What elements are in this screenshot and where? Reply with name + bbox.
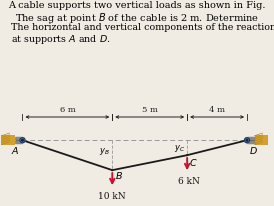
Bar — [255, 135, 268, 146]
Text: $D$: $D$ — [249, 144, 258, 155]
Text: 5 m: 5 m — [142, 105, 158, 113]
Text: The horizontal and vertical components of the reactions: The horizontal and vertical components o… — [11, 23, 274, 32]
Text: $A$: $A$ — [11, 144, 19, 155]
Text: The sag at point $B$ of the cable is 2 m. Determine: The sag at point $B$ of the cable is 2 m… — [15, 11, 259, 25]
Text: $y_B$: $y_B$ — [99, 146, 110, 157]
Text: 6 kN: 6 kN — [178, 177, 199, 186]
Text: 10 kN: 10 kN — [98, 192, 126, 200]
Text: $C$: $C$ — [189, 156, 198, 167]
Text: $B$: $B$ — [115, 169, 123, 180]
Circle shape — [22, 140, 23, 141]
Text: A cable supports two vertical loads as shown in Fig.: A cable supports two vertical loads as s… — [8, 1, 266, 10]
Circle shape — [244, 138, 250, 143]
Bar — [1, 135, 15, 146]
Text: at supports $A$ and $D$.: at supports $A$ and $D$. — [11, 33, 110, 46]
Text: 4 m: 4 m — [209, 105, 225, 113]
Text: $y_C$: $y_C$ — [174, 142, 185, 153]
Circle shape — [246, 140, 248, 141]
Circle shape — [20, 138, 25, 143]
Text: 6 m: 6 m — [59, 105, 75, 113]
